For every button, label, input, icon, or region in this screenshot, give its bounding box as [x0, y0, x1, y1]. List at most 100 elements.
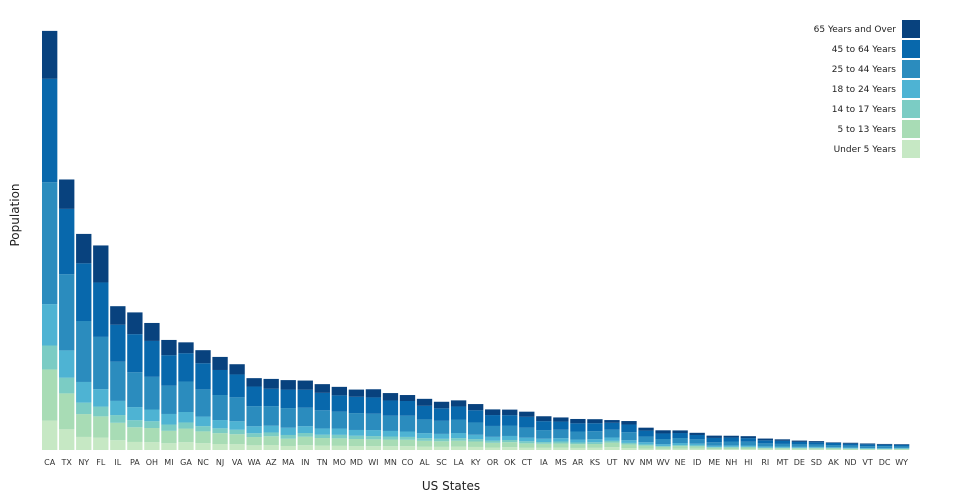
bar-segment-md-2	[348, 435, 365, 440]
bar-segment-in-3	[297, 426, 313, 434]
bar-segment-wa-6	[246, 378, 262, 387]
x-tick-label-tn: TN	[316, 458, 328, 467]
bar-segment-al-0	[416, 446, 433, 450]
bar-segment-md-0	[348, 446, 365, 450]
bar-segment-wa-2	[246, 433, 262, 438]
bar-segment-hi-2	[740, 446, 756, 448]
bar-segment-de-3	[791, 446, 808, 448]
y-axis-title: Population	[8, 183, 22, 246]
bar-segment-md-5	[348, 396, 365, 414]
bar-segment-hi-5	[740, 438, 756, 442]
bar-segment-id-6	[689, 432, 705, 435]
bar-segment-ca-4	[42, 182, 58, 305]
bar-segment-tn-6	[314, 384, 330, 393]
bar-segment-me-2	[706, 446, 722, 448]
bar-segment-tn-4	[314, 410, 330, 429]
bar-segment-al-2	[416, 438, 433, 441]
bar-segment-nh-0	[723, 449, 739, 450]
bar-segment-tx-2	[59, 377, 75, 394]
bar-segment-mt-2	[774, 447, 791, 449]
bar-segment-md-1	[348, 439, 365, 447]
bar-segment-ia-0	[536, 447, 552, 450]
bar-segment-nv-2	[621, 442, 637, 445]
bar-segment-oh-0	[144, 442, 160, 450]
bar-segment-ma-5	[280, 389, 296, 409]
x-tick-label-sc: SC	[436, 458, 447, 467]
x-tick-label-wv: WV	[656, 458, 670, 467]
bar-segment-mn-1	[382, 439, 399, 447]
bar-segment-nv-1	[621, 444, 637, 449]
bar-segment-il-2	[110, 415, 126, 423]
bar-segment-ak-0	[825, 449, 842, 450]
bar-segment-ny-6	[76, 233, 92, 264]
bar-segment-az-1	[263, 436, 279, 445]
bar-segment-de-4	[791, 444, 808, 447]
bar-segment-mn-6	[382, 393, 399, 401]
bar-segment-wi-1	[365, 439, 382, 447]
x-tick-label-nm: NM	[640, 458, 653, 467]
bar-segment-or-5	[485, 415, 501, 426]
bar-segment-la-2	[450, 438, 467, 441]
bar-segment-mi-3	[161, 413, 177, 425]
bar-segment-in-4	[297, 407, 313, 427]
bar-segment-id-3	[689, 443, 705, 446]
bar-segment-al-6	[416, 398, 433, 406]
x-tick-label-mn: MN	[384, 458, 397, 467]
bar-segment-co-4	[399, 415, 416, 432]
x-tick-label-ma: MA	[282, 458, 295, 467]
legend-label-6: Under 5 Years	[834, 145, 897, 155]
bar-segment-dc-5	[876, 444, 893, 447]
bar-segment-me-0	[706, 449, 722, 450]
bar-segment-ak-6	[825, 442, 842, 443]
bar-segment-mn-3	[382, 430, 399, 437]
bar-segment-ca-0	[42, 420, 58, 450]
bar-segment-ri-3	[757, 446, 773, 448]
bar-segment-wv-3	[655, 444, 671, 446]
bar-segment-id-5	[689, 434, 705, 440]
bar-segment-nm-3	[638, 442, 654, 445]
bar-segment-nd-1	[842, 448, 859, 450]
bar-segment-tx-5	[59, 208, 75, 275]
bar-segment-wa-1	[246, 437, 262, 446]
x-tick-label-nv: NV	[623, 458, 635, 467]
bar-segment-pa-4	[127, 372, 143, 408]
bar-segment-ok-6	[502, 409, 518, 416]
bar-segment-va-5	[229, 374, 245, 398]
bar-segment-ak-1	[825, 448, 842, 450]
bar-segment-ky-6	[467, 404, 484, 411]
bar-segment-il-5	[110, 324, 126, 362]
bar-segment-in-2	[297, 433, 313, 437]
bar-segment-mi-1	[161, 430, 177, 444]
bar-segment-wy-1	[893, 448, 910, 450]
bar-segment-ct-1	[519, 443, 535, 448]
bar-segment-ri-1	[757, 448, 773, 450]
bar-segment-ma-6	[280, 380, 296, 390]
bar-segment-ia-2	[536, 442, 552, 444]
bar-segment-ri-5	[757, 440, 773, 444]
x-tick-label-il: IL	[114, 458, 121, 467]
x-tick-label-ar: AR	[572, 458, 583, 467]
bar-segment-ms-4	[553, 429, 569, 439]
bar-segment-nj-0	[212, 444, 228, 450]
x-tick-label-dc: DC	[879, 458, 891, 467]
bar-segment-tx-3	[59, 350, 75, 378]
bar-segment-nm-2	[638, 444, 654, 446]
bar-segment-de-5	[791, 441, 808, 445]
bar-segment-ne-4	[672, 438, 688, 444]
bar-segment-sc-2	[433, 438, 450, 442]
bar-segment-tx-1	[59, 393, 75, 430]
bar-segment-ks-3	[587, 439, 603, 443]
bar-segment-ok-4	[502, 425, 518, 436]
legend-swatch-0	[902, 20, 920, 38]
bar-segment-nm-4	[638, 436, 654, 443]
bar-segment-ne-5	[672, 433, 688, 439]
bar-segment-mo-2	[331, 434, 348, 439]
bar-segment-mn-0	[382, 446, 399, 450]
bar-segment-nh-4	[723, 441, 739, 446]
x-tick-label-ak: AK	[828, 458, 839, 467]
bar-segment-mt-0	[774, 449, 791, 450]
bar-segment-va-1	[229, 434, 245, 445]
bar-segment-sd-1	[808, 448, 825, 450]
bar-segment-az-3	[263, 425, 279, 433]
